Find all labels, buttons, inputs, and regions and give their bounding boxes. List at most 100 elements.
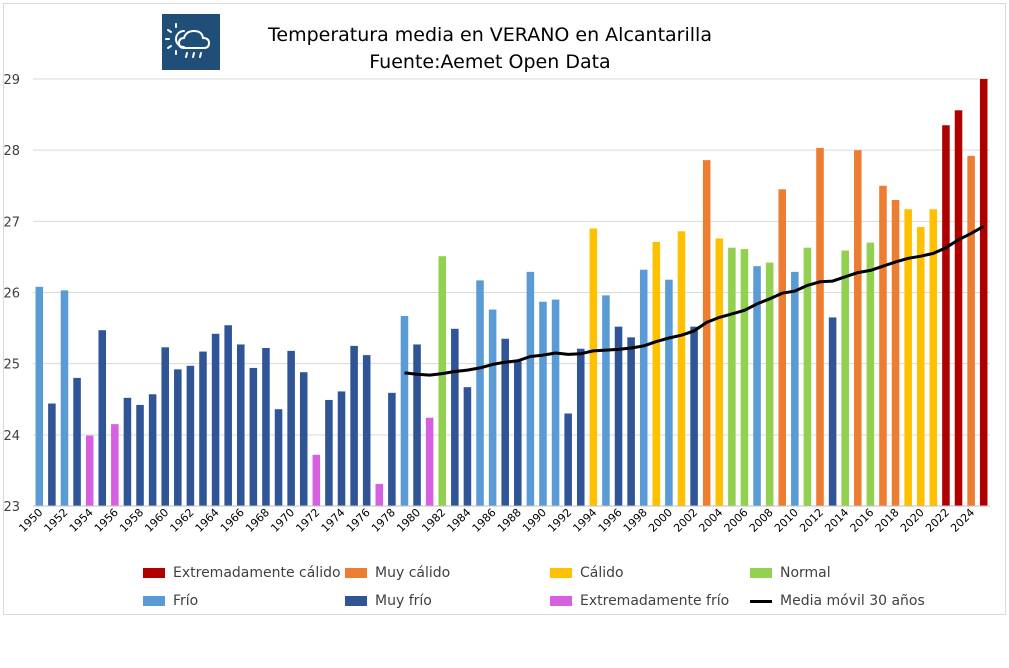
x-tick-label: 2018 <box>873 506 902 535</box>
x-tick-label: 1952 <box>42 506 71 535</box>
x-tick-label: 1958 <box>117 506 146 535</box>
bar-1975 <box>350 345 358 506</box>
bar-1992 <box>564 413 572 506</box>
bar-1967 <box>249 367 258 506</box>
bar-2002 <box>690 326 698 506</box>
bar-1970 <box>287 350 295 506</box>
bar-2016 <box>866 242 875 506</box>
x-tick-label: 2024 <box>948 506 977 535</box>
legend-label: Media móvil 30 años <box>780 593 925 609</box>
bar-1993 <box>576 348 585 506</box>
bars <box>35 79 988 507</box>
bar-2018 <box>891 199 900 506</box>
bar-2021 <box>929 209 938 507</box>
legend-label: Cálido <box>580 565 624 581</box>
bar-1996 <box>614 326 623 506</box>
bar-1995 <box>602 295 610 506</box>
bar-2008 <box>765 262 774 506</box>
bar-1951 <box>48 403 56 506</box>
bar-1981 <box>425 417 434 506</box>
bar-1953 <box>73 377 81 506</box>
bar-2001 <box>677 231 686 506</box>
bar-2014 <box>841 250 849 506</box>
bar-2015 <box>854 150 862 506</box>
bar-2000 <box>665 279 673 506</box>
y-tick-label: 28 <box>3 144 20 159</box>
bar-2004 <box>715 238 724 506</box>
x-tick-label: 1960 <box>142 506 171 535</box>
bar-1969 <box>274 409 283 506</box>
bar-1973 <box>325 399 333 506</box>
bar-2022 <box>942 125 950 506</box>
legend-item-extremadamente_calido: Extremadamente cálido <box>143 565 341 581</box>
bar-2010 <box>791 271 799 506</box>
bar-2024 <box>967 155 975 507</box>
x-tick-label: 2014 <box>822 506 851 535</box>
x-tick-label: 1994 <box>570 506 599 535</box>
bar-1978 <box>388 392 396 506</box>
bar-1986 <box>488 309 497 506</box>
title-block: Temperatura media en VERANO en Alcantari… <box>230 22 750 76</box>
y-tick-label: 25 <box>3 358 20 373</box>
bar-2012 <box>816 148 824 506</box>
x-tick-label: 1992 <box>545 506 574 535</box>
bar-1955 <box>98 330 107 506</box>
x-tick-label: 1984 <box>445 506 474 535</box>
x-tick-label: 1962 <box>168 506 197 535</box>
bar-1957 <box>123 397 132 506</box>
x-tick-label: 2000 <box>646 506 675 535</box>
bar-1985 <box>476 280 484 506</box>
legend-label: Normal <box>780 565 831 581</box>
legend-item-muy_calido: Muy cálido <box>345 565 450 581</box>
bar-2025 <box>979 79 988 506</box>
legend-color-swatch <box>550 596 572 606</box>
x-tick-label: 1974 <box>319 506 348 535</box>
bar-1964 <box>211 333 220 506</box>
bar-1962 <box>186 365 195 506</box>
bar-2017 <box>879 185 887 506</box>
bar-1965 <box>224 325 232 506</box>
bar-1952 <box>60 290 69 506</box>
legend-item-extremadamente_frio: Extremadamente frío <box>550 593 729 609</box>
legend-color-swatch <box>143 596 165 606</box>
x-tick-label: 1998 <box>621 506 650 535</box>
bar-2020 <box>916 227 925 506</box>
bar-1954 <box>85 435 94 506</box>
legend-line-swatch <box>750 599 772 603</box>
x-tick-label: 2016 <box>848 506 877 535</box>
bar-1979 <box>400 315 409 506</box>
x-tick-label: 1996 <box>596 506 625 535</box>
legend-label: Extremadamente frío <box>580 593 730 609</box>
bar-1994 <box>589 228 598 506</box>
bar-1987 <box>501 338 509 506</box>
x-tick-label: 2002 <box>671 506 700 535</box>
legend-item-normal: Normal <box>750 565 831 581</box>
bar-2009 <box>778 189 787 506</box>
y-tick-label: 27 <box>3 215 20 230</box>
legend-color-swatch <box>345 596 367 606</box>
legend-item-calido: Cálido <box>550 565 624 581</box>
bar-1990 <box>539 301 547 506</box>
bar-1998 <box>639 269 648 506</box>
y-tick-label: 29 <box>3 73 20 88</box>
bar-1963 <box>199 351 207 506</box>
chart-title: Temperatura media en VERANO en Alcantari… <box>268 24 712 46</box>
moving-average-layer <box>404 224 985 377</box>
legend-label: Extremadamente cálido <box>173 565 341 581</box>
bar-1972 <box>312 454 321 506</box>
x-tick-label: 1978 <box>369 506 398 535</box>
x-tick-label: 2006 <box>722 506 751 535</box>
bar-1968 <box>262 348 270 506</box>
legend-item-frio: Frío <box>143 593 198 609</box>
x-tick-label: 1986 <box>470 506 499 535</box>
bar-2023 <box>954 110 963 507</box>
bar-1997 <box>627 337 635 506</box>
chart-border <box>3 3 1006 615</box>
bar-1966 <box>236 344 245 506</box>
bar-1974 <box>337 391 346 506</box>
x-tick-label: 2008 <box>747 506 776 535</box>
legend-color-swatch <box>345 568 367 578</box>
x-tick-label: 2020 <box>898 506 927 535</box>
bar-1984 <box>463 387 472 506</box>
